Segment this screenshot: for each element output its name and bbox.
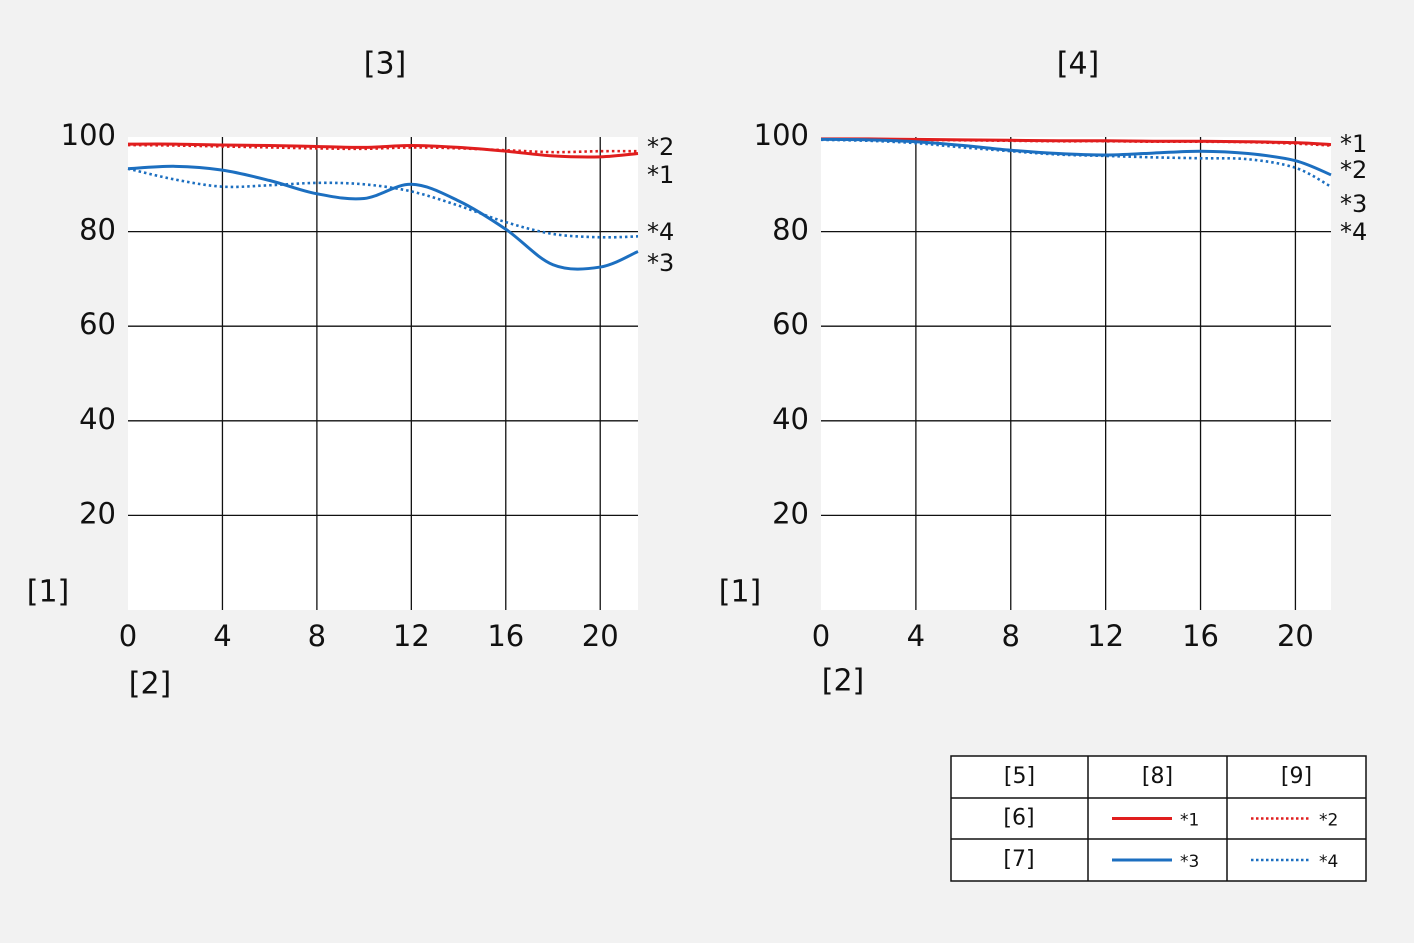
x-axis-label: [2] xyxy=(822,664,865,699)
legend-label: *2 xyxy=(1319,811,1338,831)
series-line xyxy=(127,164,639,271)
legend-label: *1 xyxy=(1180,811,1199,831)
series-line xyxy=(127,143,639,154)
series-end-label: *4 xyxy=(647,218,674,246)
series-end-label: *1 xyxy=(1340,130,1367,158)
series-end-label: *3 xyxy=(1340,190,1367,218)
y-axis-label: [1] xyxy=(27,575,70,610)
x-tick-label: 20 xyxy=(1277,619,1314,653)
chart-title: [4] xyxy=(1057,47,1100,82)
y-tick-label: 20 xyxy=(79,496,116,530)
x-tick-label: 4 xyxy=(213,619,231,653)
y-tick-label: 80 xyxy=(79,213,116,247)
table-row-label: [7] xyxy=(1003,847,1034,872)
x-tick-label: 0 xyxy=(119,619,137,653)
x-axis-label: [2] xyxy=(129,667,172,702)
y-tick-label: 100 xyxy=(754,118,809,152)
legend-label: *3 xyxy=(1180,852,1199,872)
y-axis-label: [1] xyxy=(719,575,762,610)
x-tick-label: 4 xyxy=(907,619,925,653)
y-tick-label: 20 xyxy=(772,496,809,530)
x-tick-label: 16 xyxy=(1182,619,1219,653)
x-tick-label: 16 xyxy=(487,619,524,653)
table-header: [8] xyxy=(1142,764,1173,789)
y-tick-label: 40 xyxy=(79,402,116,436)
y-tick-label: 60 xyxy=(772,307,809,341)
y-tick-label: 100 xyxy=(61,118,116,152)
series-end-label: *2 xyxy=(1340,156,1367,184)
x-tick-label: 20 xyxy=(582,619,619,653)
series-line xyxy=(127,142,639,159)
legend-label: *4 xyxy=(1319,852,1338,872)
series-end-label: *4 xyxy=(1340,218,1367,246)
chart-title: [3] xyxy=(364,47,407,82)
series-end-label: *3 xyxy=(647,249,674,277)
table-header: [5] xyxy=(1004,764,1035,789)
y-tick-label: 60 xyxy=(79,307,116,341)
series-line xyxy=(820,138,1332,147)
series-line xyxy=(820,137,1332,177)
plot-area xyxy=(128,137,638,610)
x-tick-label: 0 xyxy=(812,619,830,653)
x-tick-label: 8 xyxy=(1002,619,1020,653)
table-row-label: [6] xyxy=(1003,806,1034,831)
x-tick-label: 12 xyxy=(1087,619,1124,653)
y-tick-label: 80 xyxy=(772,213,809,247)
series-end-label: *2 xyxy=(647,133,674,161)
x-tick-label: 8 xyxy=(308,619,326,653)
series-end-label: *1 xyxy=(647,161,674,189)
x-tick-label: 12 xyxy=(393,619,430,653)
plot-area xyxy=(821,137,1331,610)
y-tick-label: 40 xyxy=(772,402,809,436)
table-header: [9] xyxy=(1281,764,1312,789)
